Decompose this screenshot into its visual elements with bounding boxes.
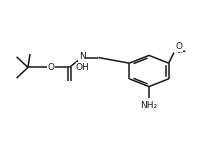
Text: OH: OH [76, 63, 89, 72]
Text: O: O [175, 42, 182, 51]
Text: NH₂: NH₂ [140, 101, 157, 110]
Text: N: N [78, 52, 85, 61]
Text: O: O [47, 63, 54, 72]
